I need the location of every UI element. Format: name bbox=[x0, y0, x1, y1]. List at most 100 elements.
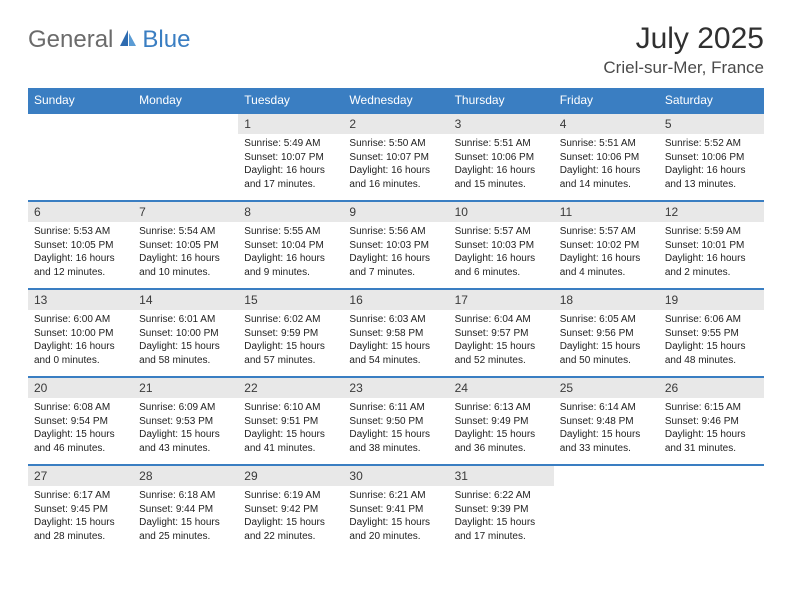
day-data: Sunrise: 5:53 AMSunset: 10:05 PMDaylight… bbox=[28, 222, 133, 285]
day-number: 26 bbox=[659, 378, 764, 398]
day-number: 8 bbox=[238, 202, 343, 222]
day-data: Sunrise: 6:18 AMSunset: 9:44 PMDaylight:… bbox=[133, 486, 238, 549]
weekday-header: Thursday bbox=[449, 88, 554, 113]
day-data: Sunrise: 5:50 AMSunset: 10:07 PMDaylight… bbox=[343, 134, 448, 197]
day-number: 13 bbox=[28, 290, 133, 310]
day-number: 9 bbox=[343, 202, 448, 222]
calendar-cell: 5Sunrise: 5:52 AMSunset: 10:06 PMDayligh… bbox=[659, 113, 764, 201]
sunset-text: Sunset: 10:04 PM bbox=[244, 239, 337, 253]
day-number: 24 bbox=[449, 378, 554, 398]
day-data: Sunrise: 6:09 AMSunset: 9:53 PMDaylight:… bbox=[133, 398, 238, 461]
day-data: Sunrise: 5:52 AMSunset: 10:06 PMDaylight… bbox=[659, 134, 764, 197]
daylight-text: Daylight: 15 hours and 46 minutes. bbox=[34, 428, 127, 455]
sunset-text: Sunset: 10:00 PM bbox=[139, 327, 232, 341]
calendar-cell: 18Sunrise: 6:05 AMSunset: 9:56 PMDayligh… bbox=[554, 289, 659, 377]
sunset-text: Sunset: 10:06 PM bbox=[455, 151, 548, 165]
calendar-body: 1Sunrise: 5:49 AMSunset: 10:07 PMDayligh… bbox=[28, 113, 764, 553]
sunrise-text: Sunrise: 6:03 AM bbox=[349, 313, 442, 327]
calendar-cell: 2Sunrise: 5:50 AMSunset: 10:07 PMDayligh… bbox=[343, 113, 448, 201]
day-data: Sunrise: 6:22 AMSunset: 9:39 PMDaylight:… bbox=[449, 486, 554, 549]
sunrise-text: Sunrise: 6:10 AM bbox=[244, 401, 337, 415]
calendar-cell: 8Sunrise: 5:55 AMSunset: 10:04 PMDayligh… bbox=[238, 201, 343, 289]
sunrise-text: Sunrise: 6:14 AM bbox=[560, 401, 653, 415]
sunset-text: Sunset: 9:42 PM bbox=[244, 503, 337, 517]
day-data: Sunrise: 6:21 AMSunset: 9:41 PMDaylight:… bbox=[343, 486, 448, 549]
day-data: Sunrise: 5:51 AMSunset: 10:06 PMDaylight… bbox=[554, 134, 659, 197]
day-number: 25 bbox=[554, 378, 659, 398]
title-block: July 2025 Criel-sur-Mer, France bbox=[603, 22, 764, 78]
calendar-cell: 19Sunrise: 6:06 AMSunset: 9:55 PMDayligh… bbox=[659, 289, 764, 377]
daylight-text: Daylight: 16 hours and 6 minutes. bbox=[455, 252, 548, 279]
calendar-cell: 4Sunrise: 5:51 AMSunset: 10:06 PMDayligh… bbox=[554, 113, 659, 201]
day-number: 15 bbox=[238, 290, 343, 310]
logo-part1: General bbox=[28, 26, 113, 54]
calendar-cell: 13Sunrise: 6:00 AMSunset: 10:00 PMDaylig… bbox=[28, 289, 133, 377]
day-number: 12 bbox=[659, 202, 764, 222]
daylight-text: Daylight: 15 hours and 50 minutes. bbox=[560, 340, 653, 367]
sunrise-text: Sunrise: 5:54 AM bbox=[139, 225, 232, 239]
sunset-text: Sunset: 9:44 PM bbox=[139, 503, 232, 517]
calendar-cell bbox=[554, 465, 659, 553]
day-number: 22 bbox=[238, 378, 343, 398]
daylight-text: Daylight: 16 hours and 16 minutes. bbox=[349, 164, 442, 191]
daylight-text: Daylight: 16 hours and 7 minutes. bbox=[349, 252, 442, 279]
sunset-text: Sunset: 10:07 PM bbox=[349, 151, 442, 165]
day-data: Sunrise: 6:13 AMSunset: 9:49 PMDaylight:… bbox=[449, 398, 554, 461]
sunrise-text: Sunrise: 6:01 AM bbox=[139, 313, 232, 327]
sunset-text: Sunset: 9:56 PM bbox=[560, 327, 653, 341]
sunset-text: Sunset: 9:41 PM bbox=[349, 503, 442, 517]
calendar-cell: 17Sunrise: 6:04 AMSunset: 9:57 PMDayligh… bbox=[449, 289, 554, 377]
sunset-text: Sunset: 9:49 PM bbox=[455, 415, 548, 429]
calendar-cell: 22Sunrise: 6:10 AMSunset: 9:51 PMDayligh… bbox=[238, 377, 343, 465]
day-number: 16 bbox=[343, 290, 448, 310]
day-data: Sunrise: 6:06 AMSunset: 9:55 PMDaylight:… bbox=[659, 310, 764, 373]
month-title: July 2025 bbox=[603, 22, 764, 56]
sunrise-text: Sunrise: 6:11 AM bbox=[349, 401, 442, 415]
sunrise-text: Sunrise: 6:04 AM bbox=[455, 313, 548, 327]
sunrise-text: Sunrise: 5:49 AM bbox=[244, 137, 337, 151]
sunrise-text: Sunrise: 5:51 AM bbox=[455, 137, 548, 151]
calendar-row: 20Sunrise: 6:08 AMSunset: 9:54 PMDayligh… bbox=[28, 377, 764, 465]
logo-part2: Blue bbox=[142, 26, 190, 54]
daylight-text: Daylight: 15 hours and 33 minutes. bbox=[560, 428, 653, 455]
daylight-text: Daylight: 16 hours and 12 minutes. bbox=[34, 252, 127, 279]
sunrise-text: Sunrise: 5:56 AM bbox=[349, 225, 442, 239]
daylight-text: Daylight: 15 hours and 31 minutes. bbox=[665, 428, 758, 455]
sunset-text: Sunset: 9:51 PM bbox=[244, 415, 337, 429]
day-data: Sunrise: 5:59 AMSunset: 10:01 PMDaylight… bbox=[659, 222, 764, 285]
daylight-text: Daylight: 15 hours and 22 minutes. bbox=[244, 516, 337, 543]
weekday-header: Wednesday bbox=[343, 88, 448, 113]
weekday-header: Saturday bbox=[659, 88, 764, 113]
day-number: 29 bbox=[238, 466, 343, 486]
sunrise-text: Sunrise: 6:19 AM bbox=[244, 489, 337, 503]
day-number: 21 bbox=[133, 378, 238, 398]
daylight-text: Daylight: 16 hours and 0 minutes. bbox=[34, 340, 127, 367]
sunrise-text: Sunrise: 6:18 AM bbox=[139, 489, 232, 503]
day-data: Sunrise: 6:04 AMSunset: 9:57 PMDaylight:… bbox=[449, 310, 554, 373]
daylight-text: Daylight: 15 hours and 43 minutes. bbox=[139, 428, 232, 455]
sunrise-text: Sunrise: 6:08 AM bbox=[34, 401, 127, 415]
sunset-text: Sunset: 9:59 PM bbox=[244, 327, 337, 341]
calendar-cell: 9 Sunrise: 5:56 AMSunset: 10:03 PMDayligh… bbox=[343, 201, 448, 289]
calendar-row: 13Sunrise: 6:00 AMSunset: 10:00 PMDaylig… bbox=[28, 289, 764, 377]
day-number: 11 bbox=[554, 202, 659, 222]
brand-logo: General Blue bbox=[28, 22, 190, 54]
sunset-text: Sunset: 9:54 PM bbox=[34, 415, 127, 429]
sunrise-text: Sunrise: 5:59 AM bbox=[665, 225, 758, 239]
weekday-header: Tuesday bbox=[238, 88, 343, 113]
day-number: 30 bbox=[343, 466, 448, 486]
calendar-row: 27Sunrise: 6:17 AMSunset: 9:45 PMDayligh… bbox=[28, 465, 764, 553]
calendar-cell: 15Sunrise: 6:02 AMSunset: 9:59 PMDayligh… bbox=[238, 289, 343, 377]
sunset-text: Sunset: 10:07 PM bbox=[244, 151, 337, 165]
sunset-text: Sunset: 10:03 PM bbox=[349, 239, 442, 253]
calendar-cell: 27Sunrise: 6:17 AMSunset: 9:45 PMDayligh… bbox=[28, 465, 133, 553]
sunrise-text: Sunrise: 5:57 AM bbox=[455, 225, 548, 239]
sunrise-text: Sunrise: 6:02 AM bbox=[244, 313, 337, 327]
calendar-table: Sunday Monday Tuesday Wednesday Thursday… bbox=[28, 88, 764, 553]
sunrise-text: Sunrise: 5:51 AM bbox=[560, 137, 653, 151]
daylight-text: Daylight: 16 hours and 2 minutes. bbox=[665, 252, 758, 279]
calendar-cell: 29 Sunrise: 6:19 AMSunset: 9:42 PMDayligh… bbox=[238, 465, 343, 553]
calendar-cell bbox=[133, 113, 238, 201]
day-data: Sunrise: 6:03 AMSunset: 9:58 PMDaylight:… bbox=[343, 310, 448, 373]
sunrise-text: Sunrise: 6:21 AM bbox=[349, 489, 442, 503]
